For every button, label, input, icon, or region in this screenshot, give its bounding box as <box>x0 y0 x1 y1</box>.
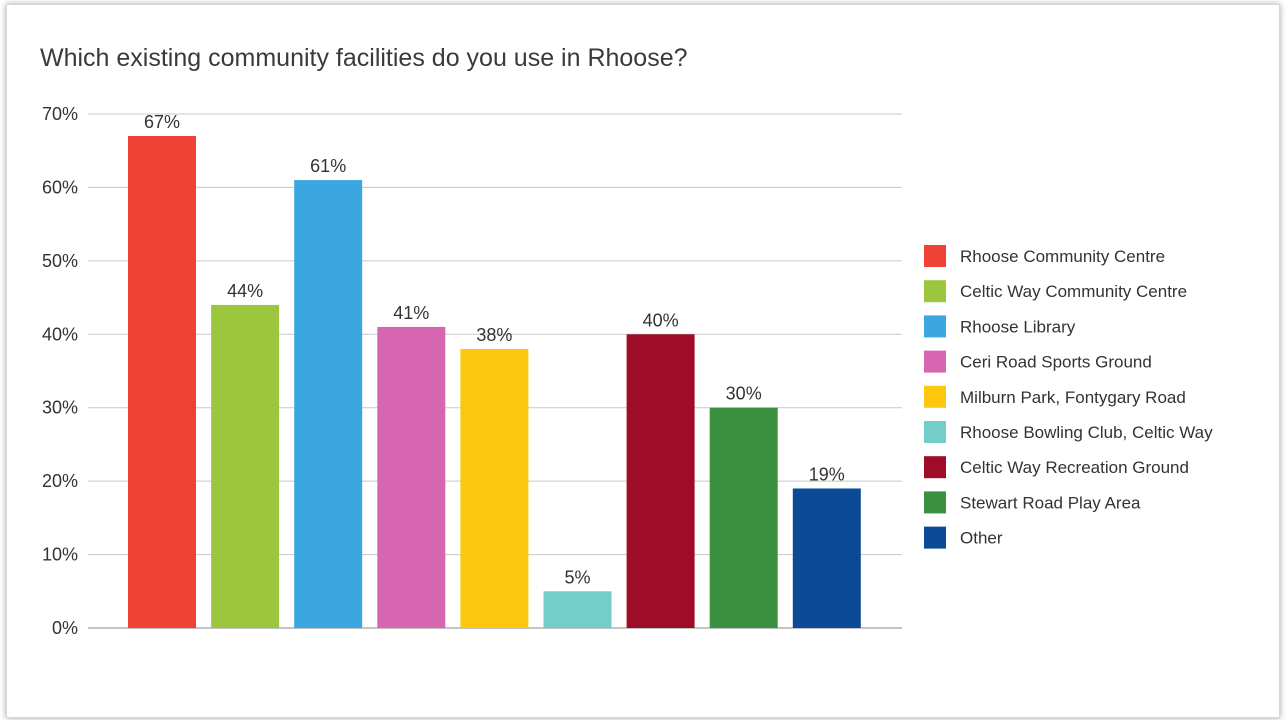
bar-1 <box>128 136 196 628</box>
legend-swatch <box>924 456 946 479</box>
y-tick-label: 30% <box>42 398 78 418</box>
y-axis-ticks: 0% 10% 20% 30% 40% 50% 60% 70% <box>42 104 78 638</box>
legend-swatch <box>924 491 946 514</box>
legend-swatch <box>924 350 946 373</box>
data-label: 67% <box>144 112 180 132</box>
legend-swatch <box>924 385 946 408</box>
y-tick-label: 60% <box>42 177 78 197</box>
y-tick-label: 50% <box>42 251 78 271</box>
legend-label: Stewart Road Play Area <box>960 493 1141 512</box>
legend-label: Milburn Park, Fontygary Road <box>960 388 1186 407</box>
bar-7 <box>626 334 695 628</box>
legend-swatch <box>924 245 946 267</box>
legend-label: Celtic Way Recreation Ground <box>960 458 1189 477</box>
data-label: 5% <box>564 567 590 587</box>
bar-6 <box>543 591 612 628</box>
y-tick-label: 10% <box>42 545 78 565</box>
data-labels: 67% 44% 61% 41% 38% 5% 40% 30% 19% <box>144 112 845 587</box>
data-label: 44% <box>227 281 263 301</box>
y-tick-label: 0% <box>52 618 78 638</box>
bar-3 <box>294 180 363 629</box>
chart-title: Which existing community facilities do y… <box>40 44 688 72</box>
legend-label: Celtic Way Community Centre <box>960 282 1187 301</box>
legend-label: Other <box>960 529 1003 548</box>
y-tick-label: 20% <box>42 471 78 491</box>
legend-swatch <box>924 315 946 338</box>
bar-9 <box>792 488 861 628</box>
legend-label: Rhoose Bowling Club, Celtic Way <box>960 423 1213 442</box>
legend-label: Rhoose Community Centre <box>960 247 1165 266</box>
y-tick-label: 40% <box>42 324 78 344</box>
bar-2 <box>211 304 280 628</box>
data-label: 41% <box>393 303 429 323</box>
bar-8 <box>709 407 778 628</box>
bar-4 <box>377 326 446 628</box>
legend-label: Ceri Road Sports Ground <box>960 353 1152 372</box>
bar-5 <box>460 348 529 628</box>
legend: Rhoose Community Centre Celtic Way Commun… <box>924 245 1213 549</box>
data-label: 19% <box>809 464 845 484</box>
legend-swatch <box>924 526 946 549</box>
legend-label: Rhoose Library <box>960 317 1076 336</box>
data-label: 40% <box>643 310 679 330</box>
y-tick-label: 70% <box>42 104 78 124</box>
legend-swatch <box>924 421 946 443</box>
data-label: 38% <box>476 325 512 345</box>
bars <box>128 136 861 629</box>
legend-swatch <box>924 280 946 303</box>
data-label: 61% <box>310 156 346 176</box>
data-label: 30% <box>726 384 762 404</box>
